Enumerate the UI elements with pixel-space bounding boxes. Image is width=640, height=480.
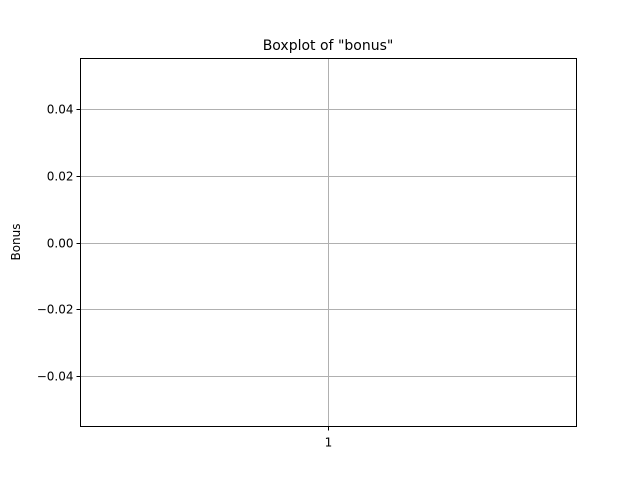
y-axis-label: Bonus [9, 223, 23, 260]
y-tick-label: 0.02 [47, 170, 74, 184]
y-axis-ticks: −0.04 −0.02 0.00 0.02 0.04 [37, 103, 81, 384]
y-tick-label: 0.00 [47, 237, 74, 251]
grid-lines [80, 58, 577, 427]
x-axis-ticks: 1 [325, 426, 333, 450]
x-tick-label: 1 [325, 436, 333, 450]
y-tick-label: 0.04 [47, 103, 74, 117]
y-tick-label: −0.02 [37, 303, 74, 317]
y-tick-label: −0.04 [37, 370, 74, 384]
chart-title: Boxplot of "bonus" [263, 38, 394, 54]
